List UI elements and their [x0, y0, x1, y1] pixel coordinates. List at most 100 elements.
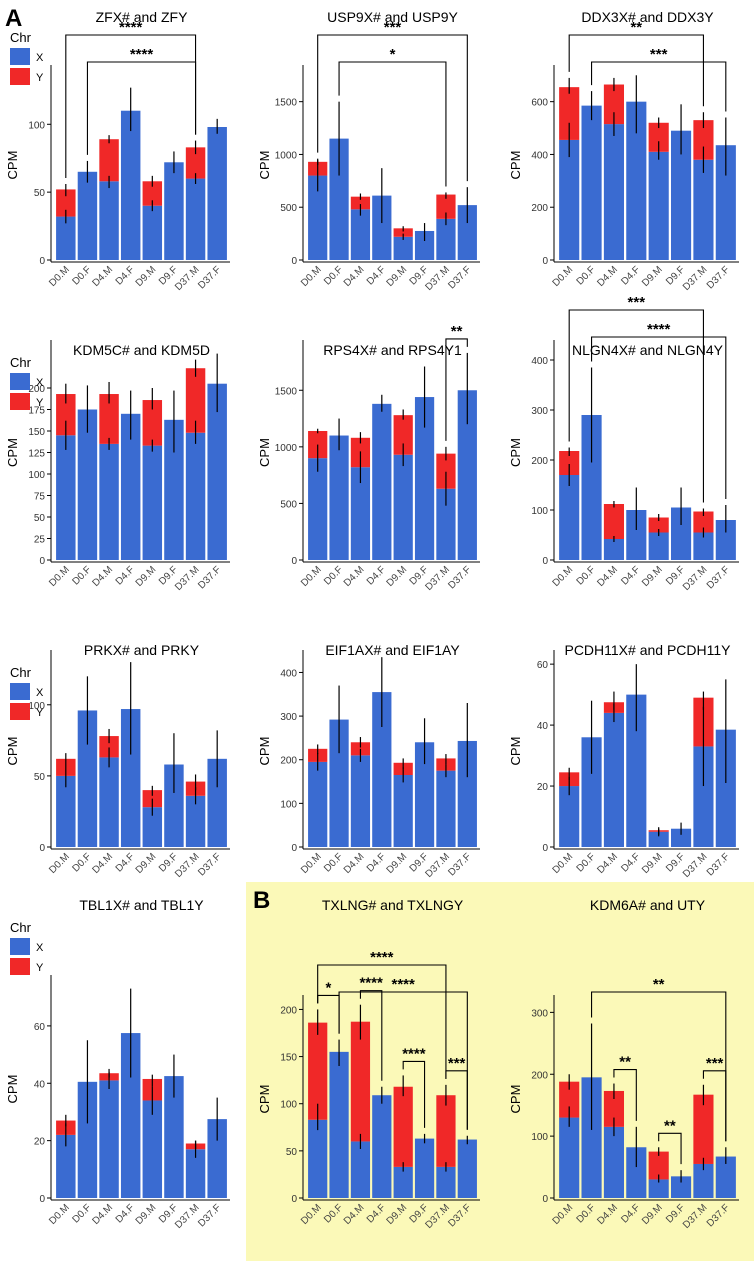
y-tick-label: 20: [537, 782, 549, 793]
y-tick-label: 100: [28, 120, 45, 131]
bar-x: [350, 755, 371, 847]
y-tick-label: 125: [28, 449, 45, 460]
bar-x: [457, 205, 477, 260]
y-tick-label: 60: [537, 660, 549, 671]
y-axis-label: CPM: [257, 1085, 272, 1114]
chart-title: NLGN4X# and NLGN4Y: [572, 342, 724, 358]
chart-title: KDM5C# and KDM5D: [73, 342, 210, 358]
x-tick-label: D37.F: [446, 564, 473, 591]
bar-y: [436, 1095, 456, 1167]
x-tick-label: D0.F: [575, 851, 598, 874]
bar-y: [693, 120, 714, 160]
x-tick-label: D37.M: [681, 564, 710, 593]
x-tick-label: D0.M: [299, 851, 324, 876]
bar-y: [603, 504, 625, 539]
x-tick-label: D0.F: [322, 851, 345, 874]
bar-y: [436, 194, 456, 219]
bar-y: [142, 400, 163, 446]
y-tick-label: 0: [291, 256, 297, 267]
bar-x: [329, 435, 349, 560]
y-tick-label: 0: [291, 843, 297, 854]
legend-swatch-x: [10, 683, 30, 700]
bar-x: [648, 1179, 669, 1198]
significance-bracket: [317, 964, 447, 1079]
bar-y: [350, 196, 371, 210]
legend: Chr XY: [10, 920, 44, 975]
significance-label: *: [325, 979, 331, 996]
y-tick-label: 1500: [275, 98, 298, 109]
x-tick-label: D4.M: [342, 851, 367, 876]
x-tick-label: D4.M: [91, 851, 116, 876]
x-tick-label: D4.M: [342, 264, 367, 289]
y-tick-label: 0: [291, 556, 297, 567]
legend-label-x: X: [36, 942, 44, 954]
bar-x: [77, 1081, 98, 1198]
bar-x: [436, 770, 456, 847]
bar-x: [372, 1095, 392, 1198]
bar-x: [581, 737, 602, 847]
bar-y: [693, 1094, 714, 1164]
x-tick-label: D37.M: [681, 264, 710, 293]
bar-x: [77, 409, 98, 560]
significance-bracket: [568, 309, 704, 503]
bar-x: [329, 719, 349, 847]
significance-bracket: [568, 34, 704, 107]
bar-x: [99, 1080, 119, 1198]
y-tick-label: 0: [542, 1194, 548, 1205]
bar-x: [56, 216, 76, 260]
y-tick-label: 600: [531, 98, 548, 109]
x-tick-label: D9.M: [640, 264, 665, 289]
significance-label: *: [390, 46, 396, 63]
legend-label-y: Y: [36, 962, 44, 974]
y-axis-label: CPM: [5, 151, 20, 180]
x-tick-label: D9.M: [134, 564, 159, 589]
significance-bracket: [445, 338, 468, 441]
bar-x: [626, 510, 647, 560]
x-tick-label: D9.M: [134, 1202, 159, 1227]
y-tick-label: 100: [28, 470, 45, 481]
legend-label-x: X: [36, 52, 44, 64]
y-axis-label: CPM: [257, 737, 272, 766]
bar-x: [164, 764, 184, 847]
bar-x: [142, 1100, 163, 1198]
bar-x: [77, 171, 98, 260]
bar-x: [603, 124, 625, 260]
y-tick-label: 400: [280, 668, 297, 679]
legend-title: Chr: [10, 355, 32, 370]
bar-x: [329, 1051, 349, 1198]
legend: Chr XY: [10, 665, 44, 720]
bar-y: [693, 511, 714, 533]
y-tick-label: 500: [280, 499, 297, 510]
panel-label-a: A: [5, 5, 22, 32]
bar-x: [559, 139, 580, 260]
bar-y: [393, 1086, 413, 1167]
x-tick-label: D4.M: [91, 564, 116, 589]
bar-x: [99, 181, 119, 260]
chart-title: EIF1AX# and EIF1AY: [325, 642, 460, 658]
y-tick-label: 0: [39, 256, 45, 267]
significance-label: ***: [384, 19, 402, 36]
bar-x: [164, 1076, 184, 1198]
bar-x: [164, 419, 184, 560]
bar-x: [56, 775, 76, 847]
bar-y: [436, 453, 456, 489]
x-tick-label: D9.M: [640, 851, 665, 876]
legend-label-y: Y: [36, 707, 44, 719]
bar-x: [308, 761, 328, 847]
significance-label: ****: [647, 321, 671, 338]
bar-x: [120, 1033, 141, 1198]
y-axis-label: CPM: [508, 1085, 523, 1114]
bar-y: [559, 1081, 580, 1118]
x-tick-label: D4.M: [595, 564, 620, 589]
chart-title: RPS4X# and RPS4Y1: [323, 342, 462, 358]
significance-label: **: [630, 19, 642, 36]
y-tick-label: 400: [531, 150, 548, 161]
bar-x: [308, 175, 328, 260]
y-tick-label: 0: [542, 843, 548, 854]
bar-x: [715, 520, 736, 560]
bar-y: [350, 742, 371, 756]
x-tick-label: D37.F: [196, 1202, 223, 1229]
bar-x: [142, 445, 163, 560]
bar-y: [559, 87, 580, 140]
